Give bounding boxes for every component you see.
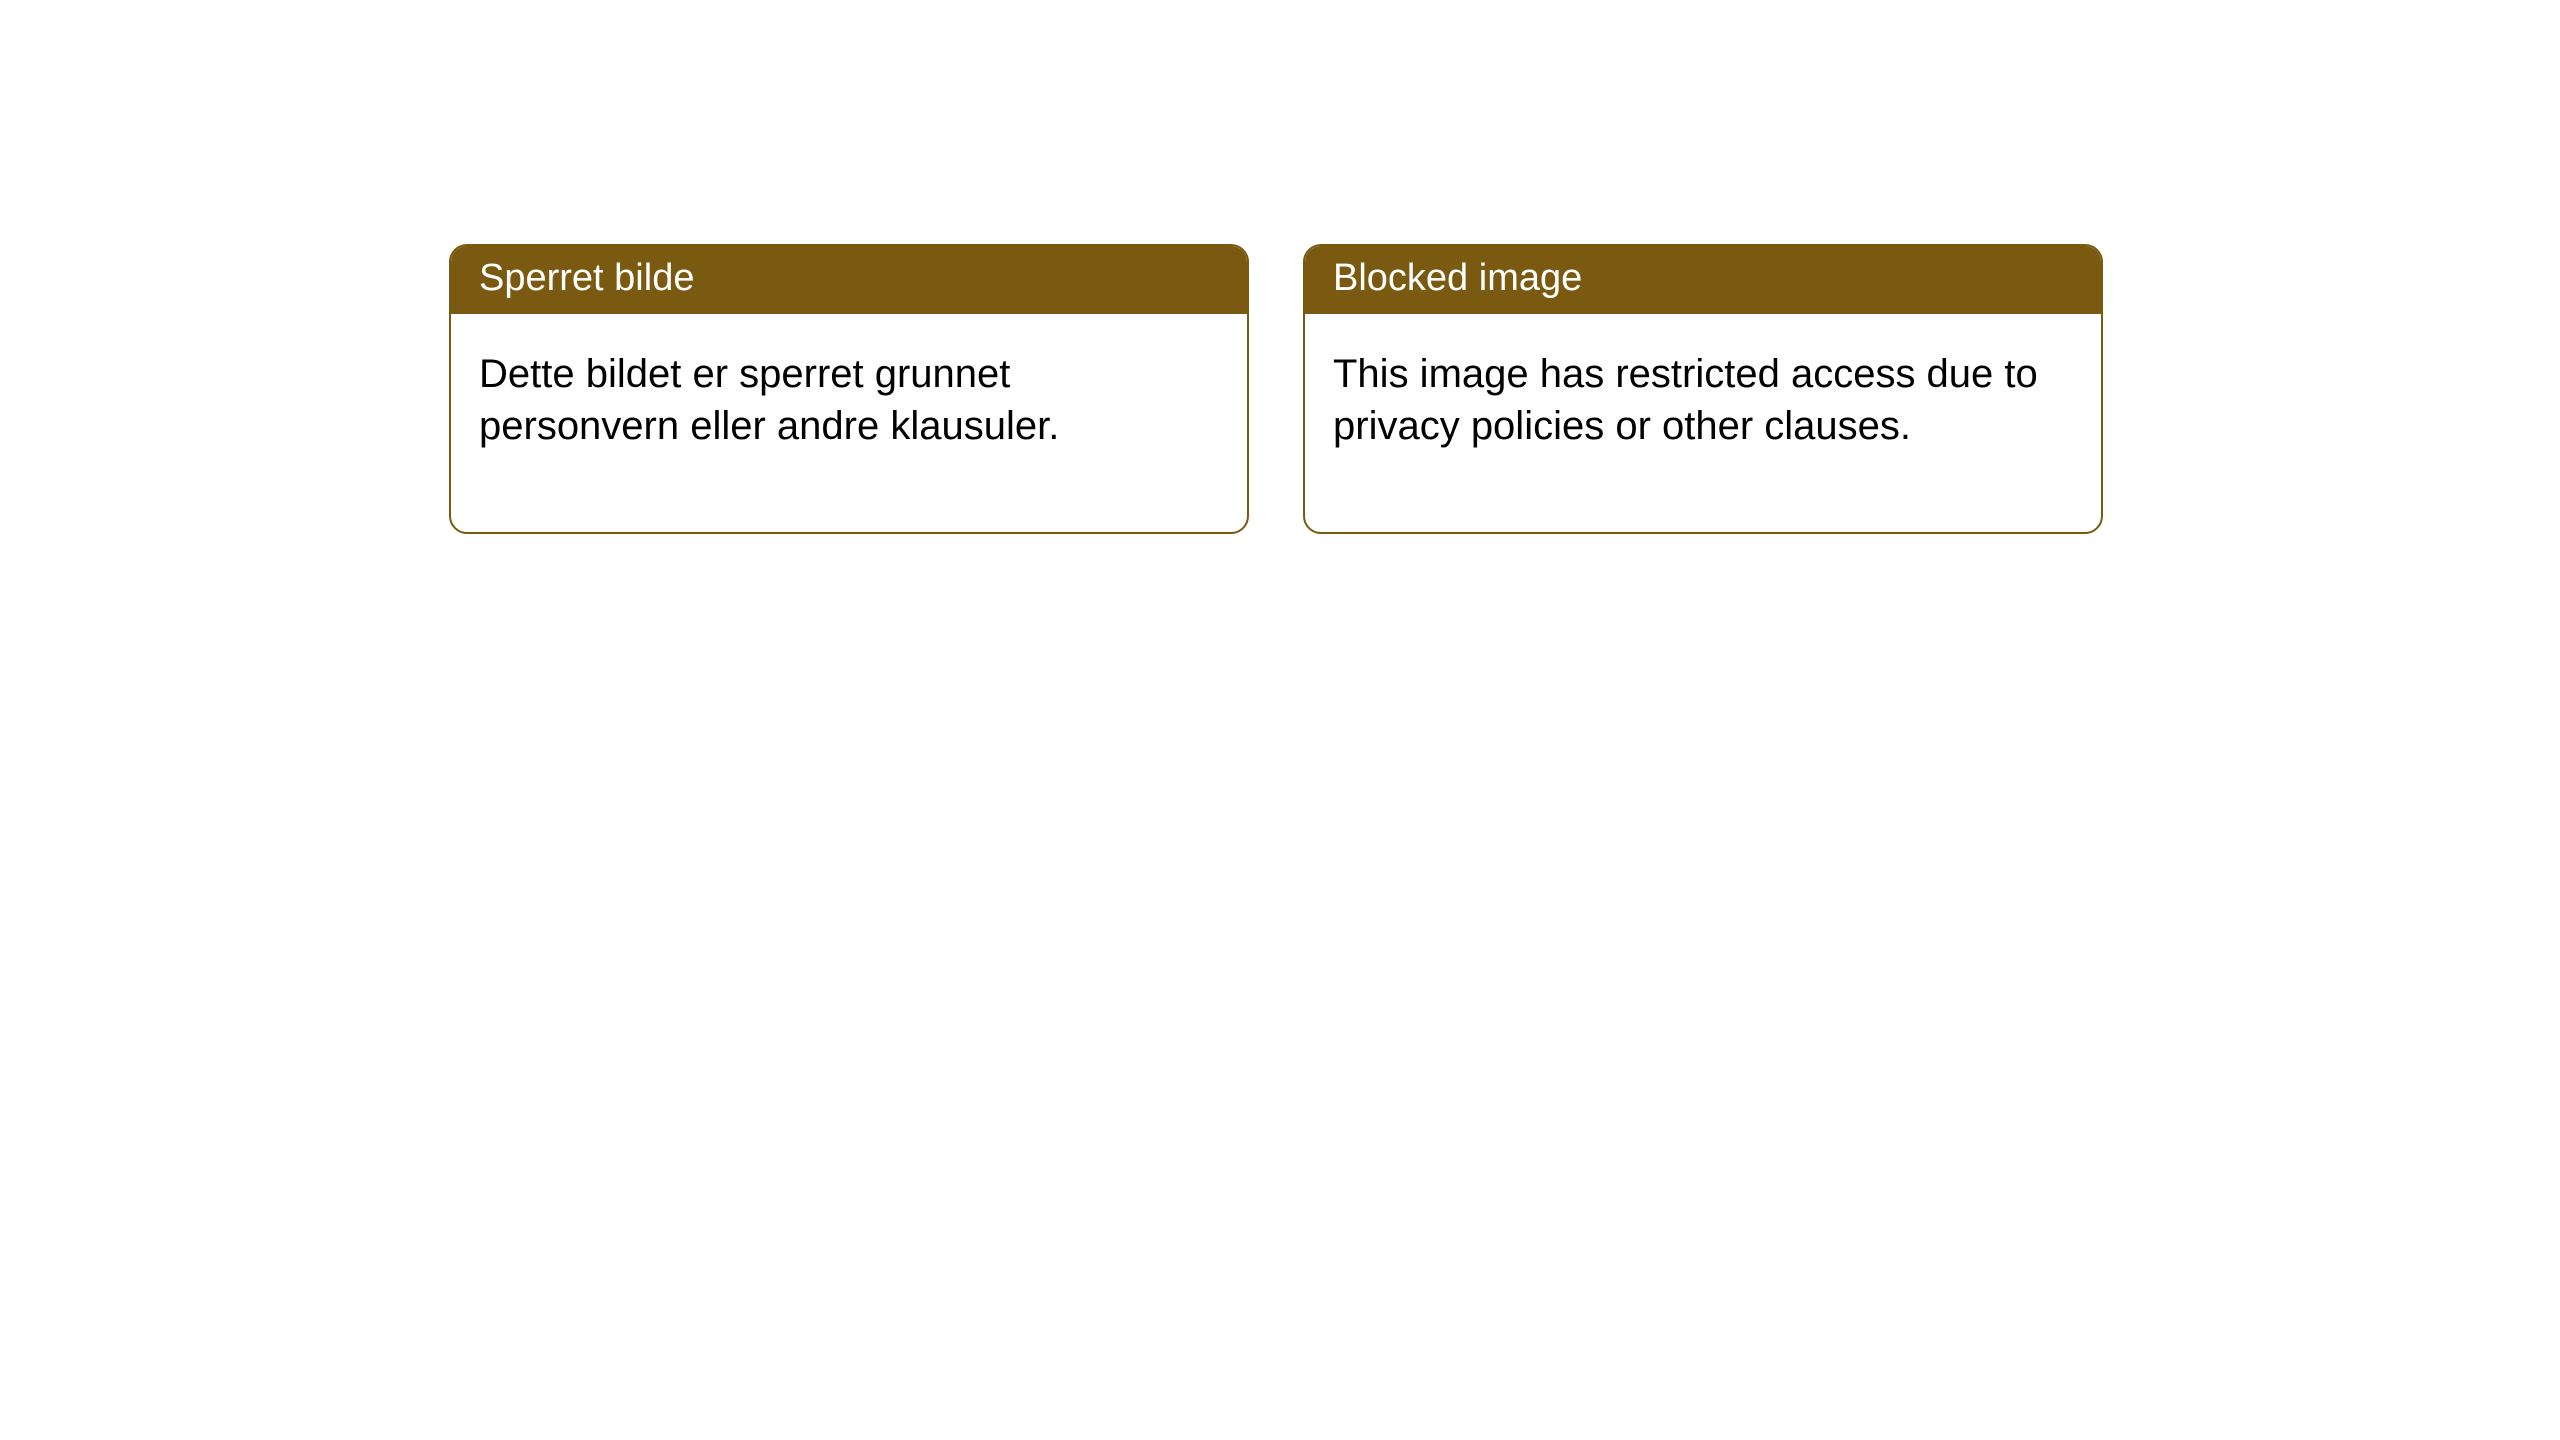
notice-card-english: Blocked image This image has restricted … [1303,244,2103,534]
notice-container: Sperret bilde Dette bildet er sperret gr… [449,244,2103,534]
notice-body: Dette bildet er sperret grunnet personve… [451,314,1247,532]
notice-card-norwegian: Sperret bilde Dette bildet er sperret gr… [449,244,1249,534]
notice-title: Blocked image [1305,246,2101,314]
notice-title: Sperret bilde [451,246,1247,314]
notice-body: This image has restricted access due to … [1305,314,2101,532]
